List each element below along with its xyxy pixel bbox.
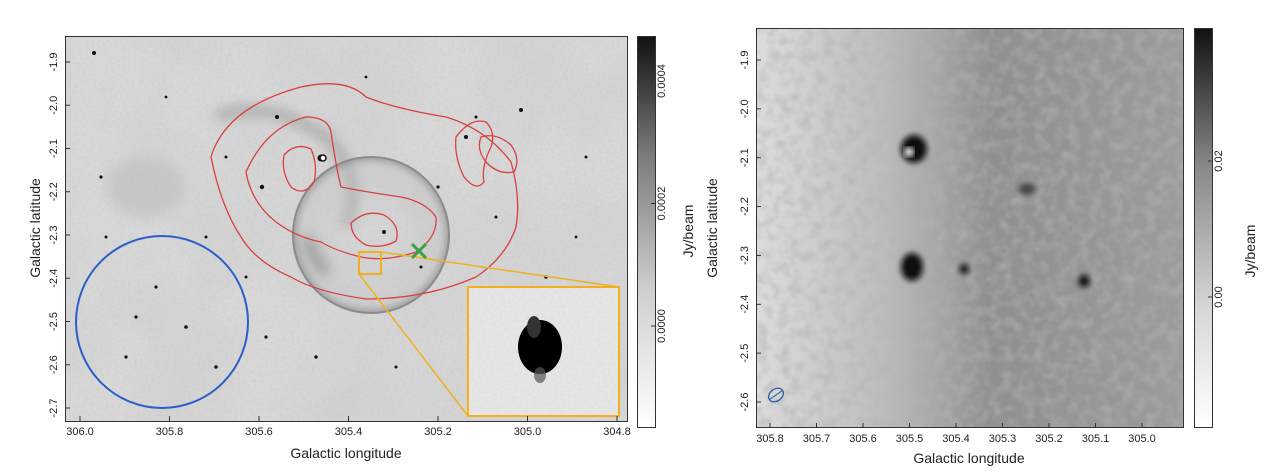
right-x-tick-label: 305.0 bbox=[1128, 433, 1156, 445]
left-y-tick-label: -2.4 bbox=[48, 269, 60, 288]
inset-zoom-panel bbox=[467, 286, 620, 417]
left-y-tick-label: -2.7 bbox=[48, 399, 60, 418]
right-x-tick-label: 305.5 bbox=[896, 433, 924, 445]
right-x-tick-label: 305.4 bbox=[942, 433, 970, 445]
reference-circle bbox=[75, 235, 249, 409]
left-x-tick-label: 305.0 bbox=[514, 426, 542, 438]
right-colorbar-label: Jy/beam bbox=[1242, 225, 1258, 278]
beam-ellipse bbox=[767, 387, 785, 403]
left-panel: 306.0 305.8 305.6 305.4 305.2 305.0 304.8 -1.9… bbox=[27, 36, 696, 461]
left-y-tick-label: -2.1 bbox=[48, 139, 60, 158]
left-colorbar-tick-label: 0.0000 bbox=[656, 309, 668, 343]
right-x-tick-label: 305.2 bbox=[1035, 433, 1063, 445]
left-x-tick-label: 305.4 bbox=[335, 426, 363, 438]
left-x-tick-label: 304.8 bbox=[603, 426, 631, 438]
left-y-tick-label: -2.0 bbox=[48, 96, 60, 115]
right-colorbar-tick-label: 0.00 bbox=[1213, 286, 1225, 307]
right-y-axis-title: Galactic latitude bbox=[704, 178, 720, 278]
left-x-tick-label: 306.0 bbox=[66, 426, 94, 438]
right-y-tick-label: -2.0 bbox=[739, 99, 751, 118]
left-y-axis-title: Galactic latitude bbox=[27, 178, 43, 278]
left-y-tick-label: -2.2 bbox=[48, 182, 60, 201]
right-x-tick-label: 305.1 bbox=[1082, 433, 1110, 445]
right-radio-image bbox=[756, 28, 1184, 428]
right-x-tick-label: 305.6 bbox=[849, 433, 877, 445]
left-colorbar bbox=[637, 36, 656, 428]
left-x-tick-label: 305.8 bbox=[156, 426, 184, 438]
left-y-tick-label: -2.6 bbox=[48, 355, 60, 374]
right-x-axis-title: Galactic longitude bbox=[913, 450, 1025, 466]
left-x-tick-label: 305.2 bbox=[424, 426, 452, 438]
left-colorbar-tick-label: 0.0002 bbox=[656, 187, 668, 221]
left-colorbar-tick-label: 0.0004 bbox=[656, 64, 668, 98]
right-panel: 305.8 305.7 305.6 305.5 305.4 305.3 305.2 305.1… bbox=[700, 0, 1275, 472]
right-x-tick-label: 305.7 bbox=[803, 433, 831, 445]
contour-lines bbox=[210, 83, 519, 300]
left-y-tick-label: -2.3 bbox=[48, 226, 60, 245]
left-x-tick-label: 305.6 bbox=[245, 426, 273, 438]
right-colorbar bbox=[1194, 28, 1213, 428]
right-y-tick-label: -2.5 bbox=[739, 344, 751, 363]
left-radio-image bbox=[65, 36, 628, 422]
left-y-tick-label: -2.5 bbox=[48, 312, 60, 331]
left-y-tick-label: -1.9 bbox=[48, 53, 60, 72]
right-y-tick-label: -2.3 bbox=[739, 246, 751, 265]
x-marker bbox=[410, 242, 428, 260]
left-colorbar-label: Jy/beam bbox=[680, 205, 696, 258]
inset-source-box bbox=[358, 251, 382, 275]
right-y-tick-label: -1.9 bbox=[739, 51, 751, 70]
right-y-tick-label: -2.2 bbox=[739, 197, 751, 216]
right-x-tick-label: 305.8 bbox=[756, 433, 784, 445]
right-colorbar-tick-label: 0.02 bbox=[1213, 150, 1225, 171]
left-x-axis-title: Galactic longitude bbox=[290, 445, 402, 461]
point-sources bbox=[92, 51, 608, 369]
right-x-tick-label: 305.3 bbox=[989, 433, 1017, 445]
right-y-tick-label: -2.6 bbox=[739, 393, 751, 412]
right-y-tick-label: -2.4 bbox=[739, 295, 751, 314]
right-y-tick-label: -2.1 bbox=[739, 148, 751, 167]
